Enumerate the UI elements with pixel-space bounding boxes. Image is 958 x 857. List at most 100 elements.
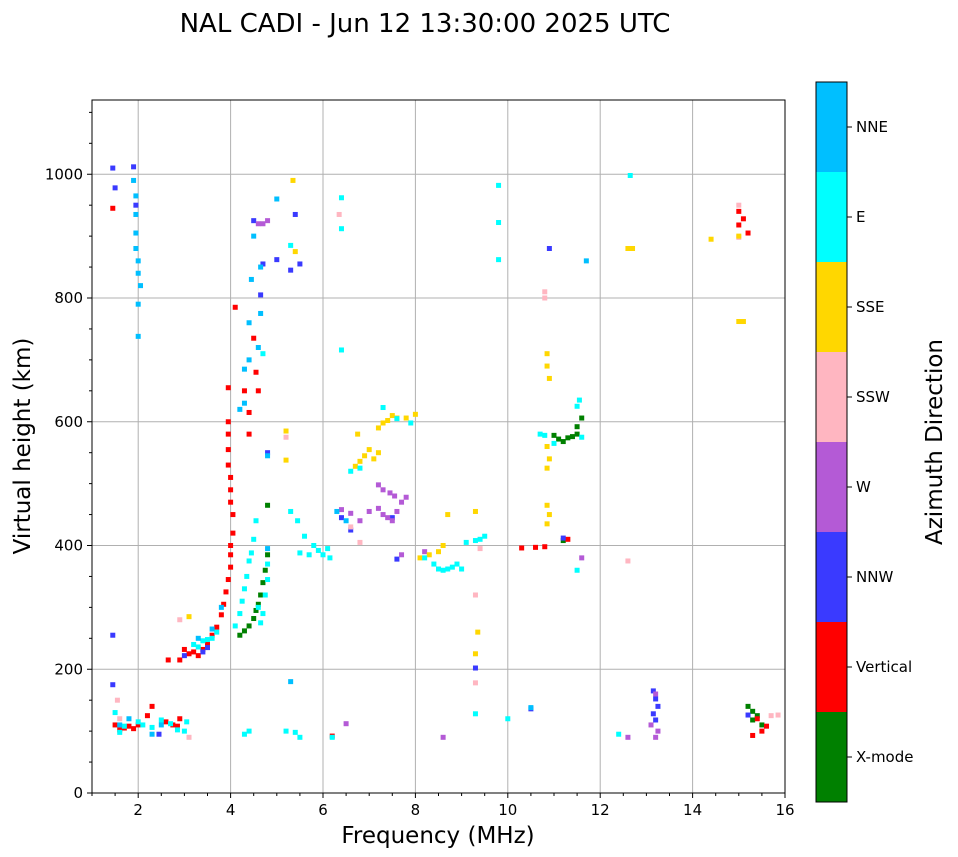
x-axis-ticks: 2 4 6 8 10 12 14 16: [91, 793, 795, 819]
data-point: [472, 665, 478, 671]
data-point: [463, 539, 469, 545]
data-point: [288, 679, 294, 685]
data-point: [302, 533, 308, 539]
colorbar-segment: [816, 712, 847, 802]
colorbar-tick-label: Vertical: [856, 658, 912, 676]
grid-lines: [92, 100, 786, 794]
data-point: [218, 612, 224, 618]
data-point: [496, 182, 502, 188]
data-point: [205, 645, 210, 651]
data-point: [336, 211, 342, 217]
data-point: [156, 731, 162, 737]
data-point: [708, 236, 714, 242]
data-point: [440, 734, 446, 740]
data-point: [375, 505, 381, 511]
data-point: [560, 535, 566, 541]
data-point: [750, 732, 756, 738]
data-point: [184, 719, 190, 725]
data-point: [288, 242, 294, 248]
data-point: [403, 494, 409, 500]
data-point: [177, 657, 183, 663]
data-point: [262, 567, 268, 573]
data-point: [338, 226, 344, 232]
data-point: [260, 580, 266, 586]
data-point: [426, 552, 432, 558]
data-point: [653, 696, 659, 702]
data-point: [251, 335, 257, 341]
data-point: [131, 177, 137, 183]
colorbar-segment: [816, 622, 847, 712]
data-point: [327, 555, 333, 561]
data-point: [380, 420, 386, 426]
data-point: [440, 543, 446, 548]
data-point: [355, 431, 361, 437]
data-point: [544, 521, 550, 527]
data-point: [158, 722, 164, 728]
data-point: [112, 710, 118, 716]
data-point: [565, 435, 571, 441]
data-point: [297, 734, 303, 740]
data-point: [144, 713, 150, 719]
data-point: [241, 366, 247, 372]
data-point: [265, 453, 271, 459]
data-point: [205, 637, 210, 643]
data-point: [292, 729, 298, 735]
data-point: [556, 436, 562, 442]
data-point: [168, 721, 174, 727]
data-point: [209, 632, 215, 638]
data-point: [228, 487, 234, 493]
data-point: [133, 202, 139, 208]
data-point: [544, 351, 550, 357]
data-point: [472, 711, 478, 717]
data-point: [357, 539, 363, 545]
data-point: [241, 586, 247, 592]
colorbar-tick-label: W: [856, 478, 871, 496]
data-point: [569, 434, 575, 440]
data-point: [417, 555, 423, 561]
data-point: [255, 221, 261, 227]
data-point: [630, 246, 636, 251]
data-point: [482, 533, 488, 539]
data-point: [230, 512, 236, 518]
data-point: [375, 482, 381, 488]
data-point: [149, 731, 155, 737]
data-point: [546, 456, 552, 462]
data-point: [745, 230, 751, 236]
data-point: [110, 682, 116, 688]
data-point: [274, 257, 280, 263]
data-point: [496, 257, 502, 263]
data-point: [135, 270, 141, 276]
data-point: [736, 222, 742, 228]
data-point: [186, 734, 192, 740]
data-point: [616, 731, 622, 737]
x-tick-label: 16: [775, 801, 794, 819]
data-point: [253, 607, 259, 613]
data-point: [181, 653, 187, 659]
data-point: [177, 617, 183, 623]
data-point: [248, 550, 254, 556]
data-point: [292, 211, 298, 217]
data-point: [260, 261, 266, 267]
data-point: [519, 545, 525, 551]
data-point: [352, 463, 358, 469]
data-point: [655, 703, 661, 709]
data-point: [320, 552, 326, 558]
data-point: [195, 635, 201, 641]
data-point: [225, 431, 231, 437]
data-point: [112, 185, 118, 191]
x-tick-label: 6: [318, 801, 328, 819]
data-point: [225, 462, 231, 468]
data-point: [736, 202, 742, 208]
data-point: [135, 722, 141, 728]
data-point: [244, 573, 250, 579]
x-tick-label: 8: [411, 801, 421, 819]
data-point: [251, 616, 257, 622]
data-point: [117, 716, 123, 722]
data-point: [459, 566, 465, 572]
data-point: [121, 723, 127, 729]
data-point: [544, 363, 550, 369]
data-point: [375, 425, 381, 431]
colorbar-tick-label: X-mode: [856, 748, 913, 766]
data-point: [253, 369, 259, 375]
